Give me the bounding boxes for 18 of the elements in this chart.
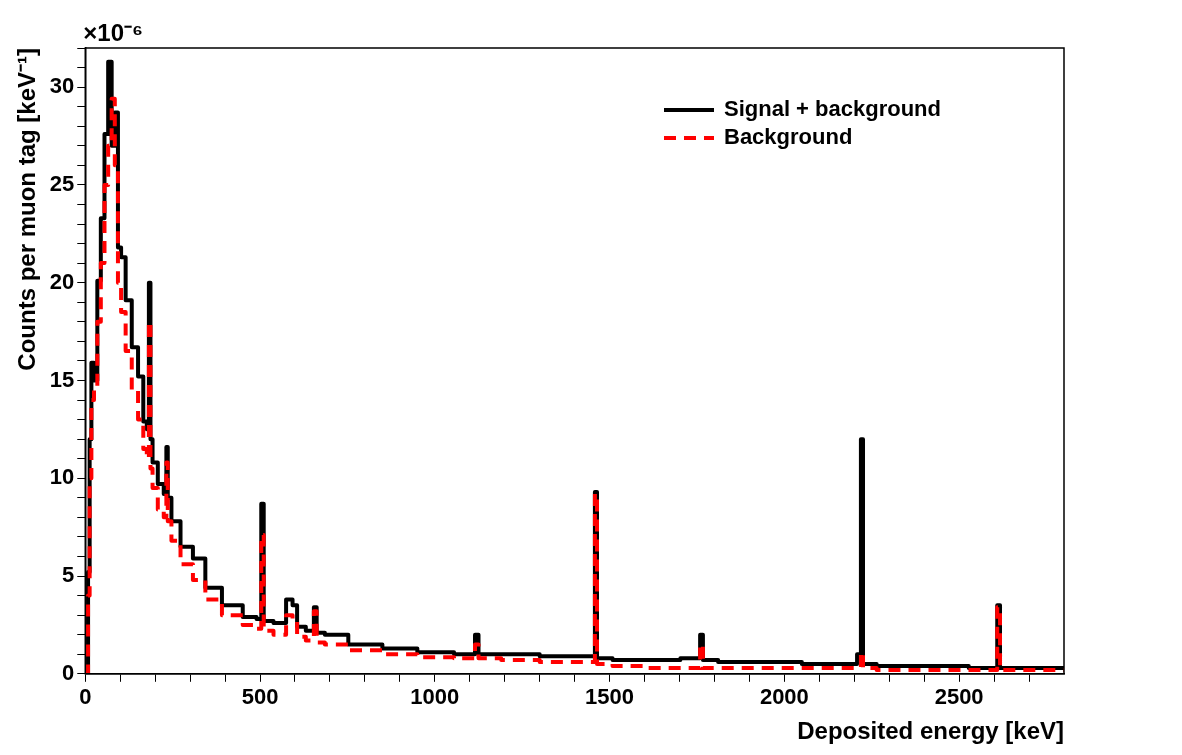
x-tick-label: 0 [79, 684, 92, 710]
x-tick-label: 500 [241, 684, 279, 710]
legend-label: Signal + background [724, 96, 941, 122]
y-tick-label: 5 [62, 562, 75, 588]
y-axis-title: Counts per muon tag [keV⁻¹] [13, 48, 41, 371]
y-tick-label: 25 [49, 170, 75, 196]
x-tick-label: 1500 [585, 684, 635, 710]
x-tick-label: 2500 [934, 684, 984, 710]
y-tick-label: 10 [49, 464, 75, 490]
y-tick-label: 15 [49, 366, 75, 392]
x-axis-title: Deposited energy [keV] [797, 717, 1064, 745]
text: ×10⁻⁶ [83, 18, 144, 46]
y-tick-label: 0 [62, 659, 75, 685]
x-tick-label: 1000 [410, 684, 460, 710]
y-tick-label: 30 [49, 73, 75, 99]
y-tick-label: 20 [49, 268, 75, 294]
legend-label: Background [724, 124, 853, 150]
x-tick-label: 2000 [759, 684, 809, 710]
